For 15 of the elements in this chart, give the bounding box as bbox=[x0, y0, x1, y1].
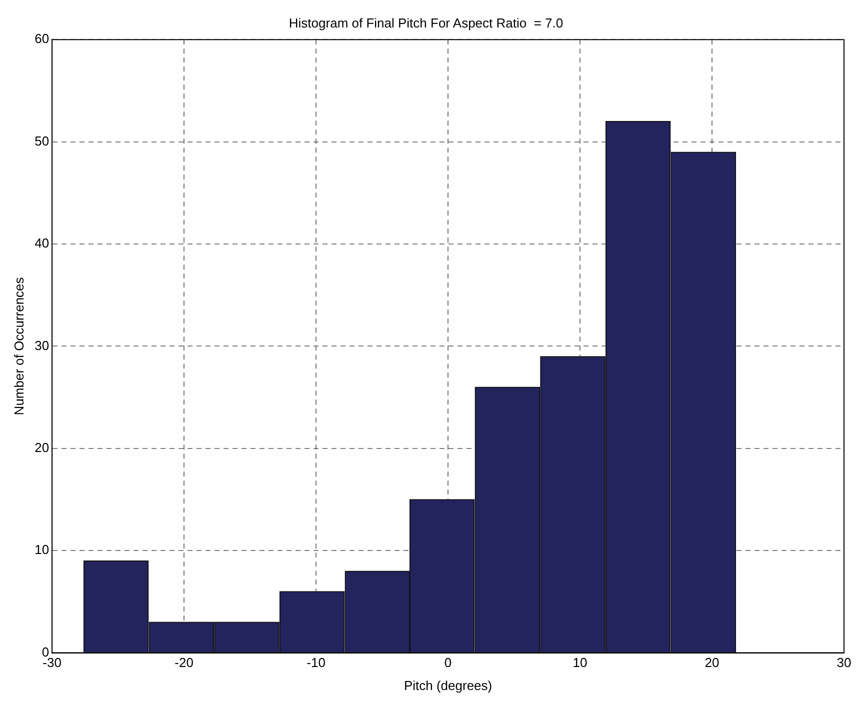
x-tick-label: -20 bbox=[174, 655, 194, 670]
y-tick-label: 60 bbox=[34, 31, 50, 46]
y-tick-label: 10 bbox=[34, 542, 50, 558]
y-axis-title: Number of Occurrences bbox=[11, 276, 26, 416]
y-tick-label: 50 bbox=[34, 133, 50, 148]
y-tick-label: 20 bbox=[34, 440, 50, 455]
x-tick-label: 0 bbox=[444, 655, 452, 670]
x-tick-label: -10 bbox=[306, 655, 326, 670]
y-tick-label: 40 bbox=[34, 236, 50, 251]
y-tick-label: 30 bbox=[34, 338, 50, 353]
x-axis-title: Pitch (degrees) bbox=[404, 678, 492, 693]
x-tick-label: 10 bbox=[572, 655, 588, 670]
x-tick-label: 20 bbox=[704, 655, 720, 670]
chart-title: Histogram of Final Pitch For Aspect Ratio = 7.0 bbox=[288, 15, 564, 30]
x-tick-label: 30 bbox=[836, 655, 852, 670]
